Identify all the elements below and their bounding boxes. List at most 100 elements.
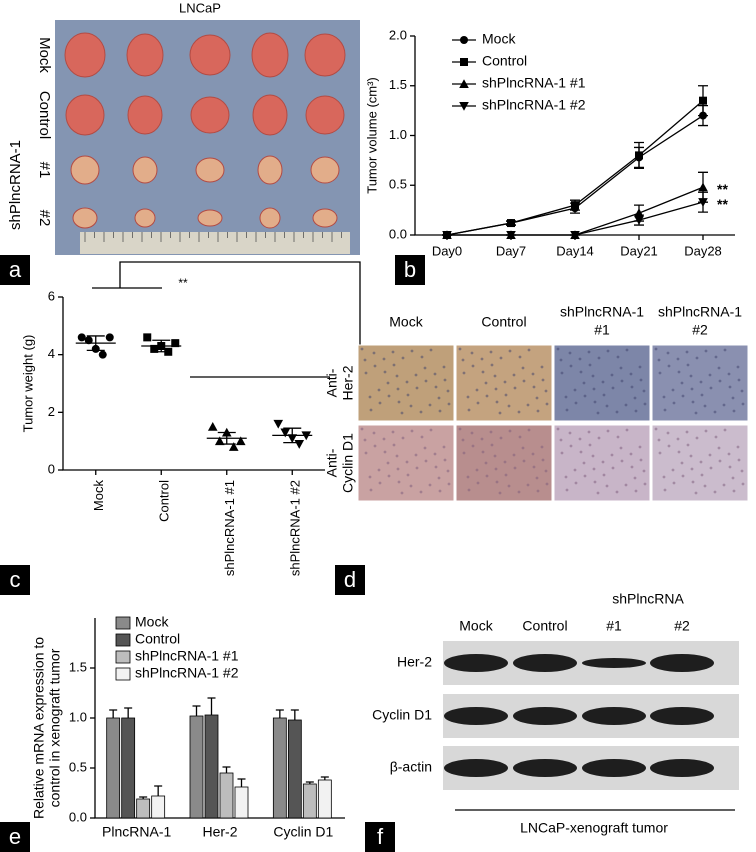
ihc-speckle	[629, 452, 633, 456]
tumor	[127, 95, 163, 135]
ihc-speckle	[532, 385, 536, 389]
ihc-speckle	[410, 349, 414, 353]
ihc-speckle	[395, 374, 399, 378]
ihc-speckle	[446, 469, 450, 473]
ihc-speckle	[521, 366, 525, 370]
ihc-speckle	[467, 488, 471, 492]
ihc-speckle	[638, 365, 642, 369]
lane-label: #1	[606, 618, 622, 634]
column-header: shPlncRNA-1	[658, 304, 742, 320]
ihc-speckle	[364, 371, 368, 375]
ihc-speckle	[737, 378, 741, 382]
x-tick-label: shPlncRNA-1 #1	[222, 480, 237, 576]
ihc-speckle	[481, 370, 485, 374]
column-header: #2	[692, 322, 708, 338]
ihc-tile	[455, 424, 553, 502]
ihc-speckle	[541, 378, 545, 382]
blot-footer: LNCaP-xenograft tumor	[520, 820, 668, 836]
x-tick-label: Day0	[432, 243, 462, 258]
ihc-speckle	[718, 459, 722, 463]
ihc-speckle	[527, 428, 531, 432]
marker	[235, 436, 246, 446]
marker	[273, 419, 284, 429]
ihc-speckle	[438, 489, 442, 493]
ihc-speckle	[619, 366, 623, 370]
lane-label: Mock	[459, 618, 493, 634]
ihc-speckle	[713, 410, 717, 414]
ihc-speckle	[691, 400, 695, 404]
ihc-tile	[553, 424, 651, 502]
ihc-tile	[651, 424, 749, 502]
blot-band	[650, 759, 714, 777]
ihc-speckle	[395, 454, 399, 458]
y-tick-label: 6	[48, 288, 55, 303]
ihc-speckle	[517, 490, 521, 494]
ihc-speckle	[611, 466, 615, 470]
marker	[698, 182, 708, 192]
legend-label: shPlncRNA-1 #1	[482, 75, 586, 91]
y-tick-label: 4	[48, 346, 55, 361]
ihc-speckle	[597, 436, 601, 440]
ihc-speckle	[498, 411, 502, 415]
ihc-speckle	[625, 348, 629, 352]
bar	[234, 786, 249, 819]
ihc-speckle	[526, 403, 530, 407]
ihc-speckle	[461, 438, 465, 442]
marker	[506, 231, 516, 240]
ruler	[80, 232, 350, 254]
ihc-speckle	[667, 444, 671, 448]
ihc-speckle	[446, 389, 450, 393]
ihc-speckle	[610, 453, 614, 457]
ihc-speckle	[740, 469, 744, 473]
ihc-speckle	[680, 461, 684, 465]
ihc-speckle	[475, 388, 479, 392]
ihc-tile	[357, 344, 455, 422]
ihc-speckle	[658, 451, 662, 455]
group-label: shPlncRNA-1	[7, 140, 24, 230]
tumor	[65, 94, 105, 136]
blot-band	[513, 707, 577, 725]
ihc-speckle	[503, 380, 507, 384]
ihc-speckle	[578, 357, 582, 361]
lane-label: Control	[522, 618, 567, 634]
ihc-speckle	[462, 371, 466, 375]
ihc-speckle	[593, 400, 597, 404]
ihc-speckle	[518, 435, 522, 439]
ihc-speckle	[662, 395, 666, 399]
ihc-speckle	[400, 491, 404, 495]
ihc-speckle	[493, 454, 497, 458]
ihc-speckle	[495, 400, 499, 404]
ihc-speckle	[681, 474, 685, 478]
ihc-speckle	[433, 452, 437, 456]
ihc-speckle	[420, 355, 424, 359]
ihc-speckle	[610, 373, 614, 377]
ihc-speckle	[573, 468, 577, 472]
error-bar	[124, 707, 133, 718]
bar	[121, 717, 136, 819]
ihc-speckle	[574, 401, 578, 405]
x-tick-label: Day28	[684, 243, 722, 258]
ihc-speckle	[485, 394, 489, 398]
legend-label: Control	[135, 631, 180, 647]
ihc-speckle	[624, 403, 628, 407]
ihc-speckle	[639, 458, 643, 462]
ihc-speckle	[373, 364, 377, 368]
legend-swatch	[115, 633, 131, 647]
ihc-speckle	[513, 386, 517, 390]
ihc-speckle	[424, 379, 428, 383]
ihc-speckle	[736, 365, 740, 369]
ihc-speckle	[382, 357, 386, 361]
bar	[302, 783, 317, 819]
ihc-speckle	[438, 409, 442, 413]
marker	[143, 333, 152, 342]
row-label: Cyclin D1	[372, 707, 432, 723]
marker	[634, 216, 644, 225]
ihc-speckle	[620, 459, 624, 463]
ihc-speckle	[616, 355, 620, 359]
ihc-speckle	[573, 388, 577, 392]
ihc-speckle	[490, 443, 494, 447]
ihc-speckle	[480, 437, 484, 441]
ihc-speckle	[378, 401, 382, 405]
ihc-speckle	[372, 431, 376, 435]
ihc-speckle	[663, 488, 667, 492]
